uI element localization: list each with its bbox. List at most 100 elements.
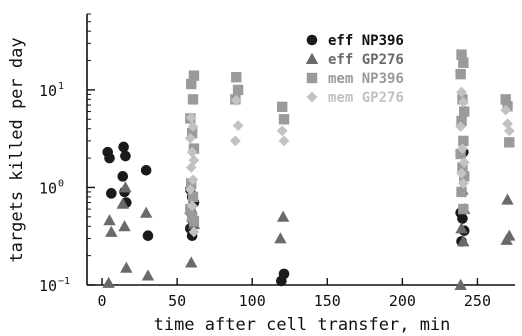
x-tick-label: 200 <box>389 292 416 310</box>
data-point <box>102 276 115 288</box>
data-point <box>119 181 132 193</box>
data-point <box>500 94 511 105</box>
data-point <box>186 178 197 189</box>
data-point <box>457 178 469 189</box>
y-axis-label: targets killed per day <box>7 37 27 262</box>
data-point <box>188 216 200 227</box>
data-point <box>456 86 467 98</box>
data-point <box>457 213 468 224</box>
y-tick-exponent: −1 <box>58 276 70 287</box>
legend-marker <box>305 52 319 64</box>
legend-label: mem GP276 <box>328 90 404 106</box>
legend-label: mem NP396 <box>328 71 404 87</box>
legend-item: eff GP276 <box>305 52 404 68</box>
data-point <box>459 106 470 117</box>
data-point <box>458 157 470 168</box>
series-mem-gp276 <box>184 86 515 238</box>
data-point <box>120 150 131 162</box>
data-point <box>230 95 242 106</box>
x-tick-label: 250 <box>464 292 491 310</box>
data-point <box>454 278 467 290</box>
data-point <box>457 235 470 247</box>
data-point <box>185 256 198 268</box>
data-point <box>139 206 153 218</box>
legend-item: mem NP396 <box>306 71 404 87</box>
data-point <box>276 125 288 137</box>
y-tick-base: 10 <box>39 179 57 197</box>
x-axis-label: time after cell transfer, min <box>154 315 451 335</box>
x-tick-label: 50 <box>168 292 186 310</box>
data-point <box>500 233 513 245</box>
legend-marker <box>306 34 318 46</box>
data-point <box>188 226 200 238</box>
data-point <box>118 220 131 232</box>
x-axis-ticks: 0 50 100 150 200 250 <box>98 278 491 310</box>
legend: eff NP396 eff GP276 mem NP396 mem GP276 <box>305 33 404 106</box>
data-point <box>232 84 244 96</box>
data-point <box>276 210 290 222</box>
data-point <box>117 171 129 182</box>
x-tick-label: 0 <box>98 292 107 310</box>
legend-marker <box>306 72 318 84</box>
x-tick-label: 150 <box>314 292 341 310</box>
data-point <box>457 96 469 108</box>
data-point <box>120 261 133 273</box>
y-tick-exponent: 0 <box>58 178 64 189</box>
data-point <box>104 152 115 164</box>
y-tick-exponent: 1 <box>58 81 64 92</box>
data-point <box>456 49 467 60</box>
data-point <box>278 114 290 125</box>
series-eff-np396 <box>102 141 470 287</box>
data-point <box>118 141 129 153</box>
data-point <box>500 104 512 116</box>
data-point <box>105 225 118 237</box>
data-point <box>456 186 467 198</box>
data-point <box>186 146 198 158</box>
data-point <box>184 184 196 196</box>
data-point <box>455 68 466 80</box>
y-tick-label: 10 <box>39 179 57 197</box>
data-point <box>455 148 466 160</box>
data-point <box>457 162 468 173</box>
data-point <box>187 94 199 105</box>
data-point <box>278 135 290 147</box>
data-point <box>187 191 199 203</box>
data-point <box>502 101 513 112</box>
data-point <box>142 230 154 242</box>
data-point <box>187 174 199 186</box>
data-point <box>187 121 199 133</box>
y-tick-base: 10 <box>39 82 57 100</box>
data-point <box>455 222 468 234</box>
data-point <box>274 232 287 244</box>
legend-marker <box>306 91 318 103</box>
data-point <box>455 121 467 133</box>
data-point <box>458 57 469 68</box>
data-point <box>458 203 469 215</box>
data-markers <box>102 49 516 290</box>
data-point <box>188 70 200 81</box>
data-point <box>276 275 287 287</box>
y-tick-label: 10 <box>39 82 57 100</box>
data-point <box>458 135 469 147</box>
data-point <box>186 127 198 139</box>
legend-item: eff NP396 <box>306 33 404 49</box>
data-point <box>106 188 117 199</box>
legend-label: eff NP396 <box>328 33 404 49</box>
series-eff-gp276 <box>102 181 516 290</box>
x-tick-label: 100 <box>239 292 266 310</box>
data-point <box>456 167 467 179</box>
data-point <box>277 101 288 113</box>
y-tick-base: 10 <box>39 277 57 295</box>
data-point <box>229 135 241 147</box>
data-point <box>232 120 244 132</box>
y-tick-label: 10 <box>39 277 57 295</box>
data-point <box>188 154 200 166</box>
data-point <box>503 125 515 137</box>
data-point <box>140 164 152 176</box>
data-point <box>456 115 467 127</box>
data-point <box>141 269 155 281</box>
data-point <box>231 71 242 83</box>
data-point <box>116 197 129 209</box>
